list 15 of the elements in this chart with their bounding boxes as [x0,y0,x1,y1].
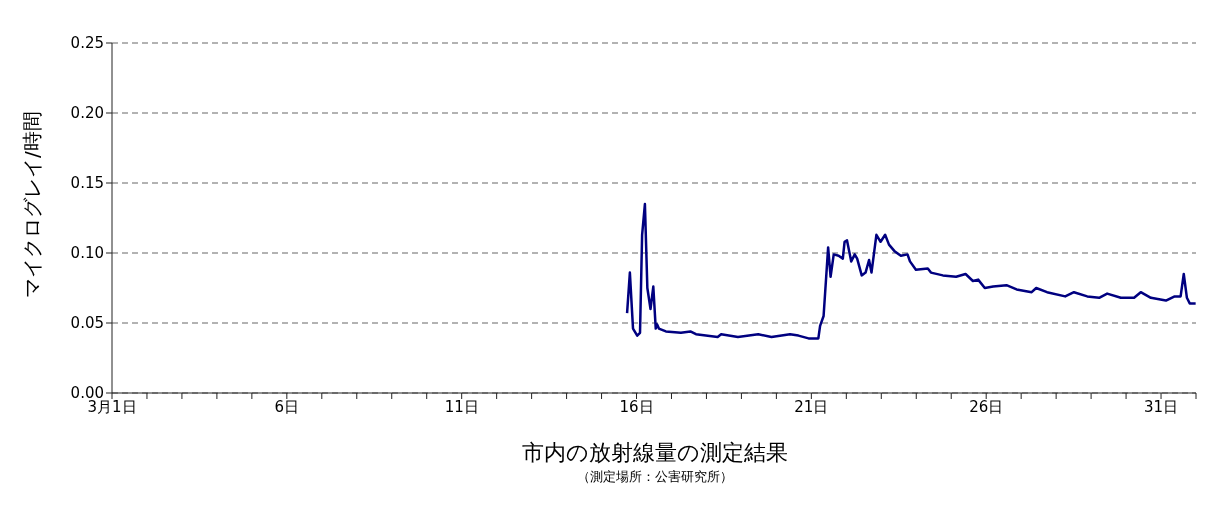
x-tick-label: 21日 [794,397,829,416]
y-tick-label: 0.20 [70,104,104,123]
y-tick-label: 0.10 [70,244,104,263]
y-tick-label: 0.15 [70,174,104,193]
x-tick-label: 16日 [619,397,654,416]
x-tick-label: 31日 [1143,397,1179,416]
line-series [625,202,1196,340]
y-tick-label: 0.25 [70,34,104,53]
x-tick-label: 26日 [969,397,1004,416]
y-axis-title: マイクログレイ/時間 [20,111,45,298]
text: （測定場所：公害研究所） [577,469,733,484]
text: 市内の放射線量の測定結果 [522,440,788,465]
x-tick-label: 6日 [274,397,300,416]
y-tick-label: 0.05 [70,314,104,333]
x-tick-label: 11日 [444,397,479,416]
